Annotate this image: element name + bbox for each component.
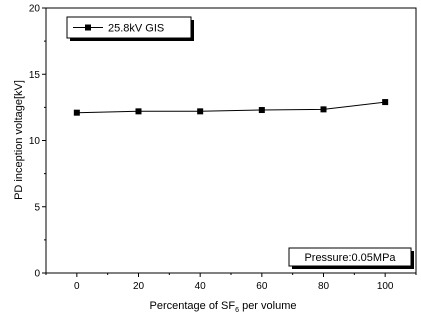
annotation-box [288, 247, 412, 267]
data-point [320, 106, 327, 113]
x-tick-label: 80 [318, 281, 330, 292]
y-tick-label: 20 [29, 4, 41, 15]
legend-entry-label: 25.8kV GIS [108, 23, 164, 35]
tick-labels: 0 20 40 60 80 100 0 5 10 15 20 [29, 4, 394, 293]
plot-frame [45, 7, 417, 274]
data-point [258, 107, 265, 114]
plot-border [45, 7, 417, 274]
x-axis-title: Percentage of SF6 per volume [150, 300, 297, 314]
x-tick-label: 20 [133, 281, 145, 292]
x-tick-label: 100 [377, 281, 394, 292]
y-tick-label: 0 [34, 269, 40, 280]
series-line [76, 101, 386, 114]
annotation-text: Pressure:0.05MPa [304, 252, 396, 264]
data-point [135, 108, 142, 115]
pressure-annotation: Pressure:0.05MPa [288, 247, 414, 269]
y-tick-label: 10 [29, 136, 41, 147]
x-tick-label: 40 [195, 281, 207, 292]
legend-marker-square [85, 24, 91, 31]
x-axis-title-main: Percentage of SF [150, 300, 236, 312]
data-point [197, 108, 204, 115]
x-tick-label: 60 [256, 281, 268, 292]
data-point [382, 99, 389, 106]
y-tick-label: 15 [29, 70, 41, 81]
x-axis-title-tail: per volume [239, 300, 296, 312]
axis-ticks [42, 7, 417, 277]
y-axis-title: PD inception voltage[kV] [13, 80, 25, 200]
x-tick-label: 0 [74, 281, 80, 292]
y-tick-label: 5 [34, 202, 40, 213]
legend: 25.8kV GIS [66, 16, 194, 41]
legend-box [66, 16, 192, 39]
series-layer [73, 99, 389, 116]
data-point [73, 109, 80, 116]
x-axis-title-subscript: 6 [235, 307, 239, 314]
